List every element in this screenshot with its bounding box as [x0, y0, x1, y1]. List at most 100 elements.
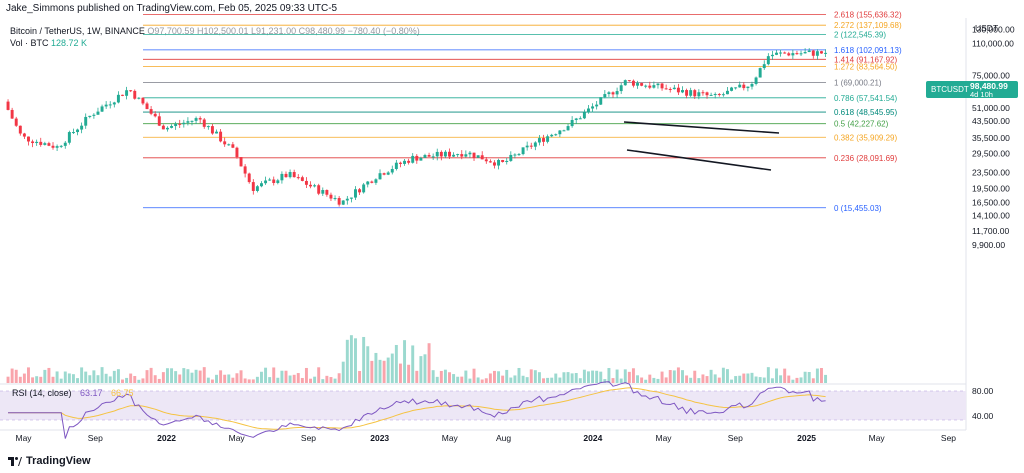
time-axis[interactable]: May Sep 2022 May Sep 2023 May Aug 2024 May Sep 2025…: [15, 433, 956, 443]
volume-bar: [468, 378, 472, 383]
volume-bar: [615, 369, 619, 383]
volume-bar: [689, 377, 693, 383]
candle-body: [112, 102, 116, 105]
volume-bar: [309, 378, 312, 383]
candle-body: [243, 166, 247, 174]
rsi-label: RSI (14, close): [12, 388, 72, 398]
volume-bar: [264, 367, 268, 383]
price-tick: 14,100.00: [972, 210, 1010, 220]
descending-channel[interactable]: [623, 121, 780, 171]
candle-body: [488, 161, 492, 163]
volume-bar: [235, 373, 239, 383]
fibonacci-extension[interactable]: 2.618 (155,636.32)2.272 (137,109.68)2 (1…: [143, 11, 902, 213]
candle-body: [374, 179, 378, 183]
price-axis[interactable]: USDT130,000.00110,000.0075,000.0063,000.…: [972, 23, 1015, 421]
candle-body: [435, 151, 439, 157]
volume-bar: [766, 367, 770, 383]
volume-bar: [754, 376, 758, 383]
price-tick: 75,000.00: [972, 71, 1010, 81]
volume-bar: [125, 377, 129, 383]
volume-bar: [627, 371, 631, 383]
time-tick: 2023: [370, 433, 389, 443]
candle-body: [39, 141, 43, 145]
candle-body: [439, 151, 443, 157]
volume-bar: [145, 370, 149, 383]
time-tick: May: [15, 433, 32, 443]
candle-body: [668, 88, 672, 90]
candle-body: [145, 103, 149, 110]
candle-body: [104, 104, 108, 107]
volume-bar: [599, 371, 603, 383]
rsi-pane[interactable]: [8, 381, 826, 439]
time-tick: Sep: [941, 433, 956, 443]
volume-bar: [725, 369, 729, 383]
volume-bar: [84, 371, 88, 383]
close-value: C98,480.99: [298, 26, 346, 36]
volume-bar: [341, 361, 345, 383]
candle-body: [427, 155, 431, 157]
volume-bar: [423, 354, 427, 383]
volume-bar: [799, 377, 803, 383]
candle-body: [578, 118, 582, 120]
candle-body: [125, 90, 129, 96]
candle-body: [676, 87, 680, 93]
time-tick: Sep: [88, 433, 103, 443]
volume-bar: [448, 372, 451, 383]
time-tick: May: [229, 433, 246, 443]
volume-bar: [562, 372, 566, 383]
candle-body: [321, 190, 325, 194]
candle-body: [141, 97, 145, 104]
volume-bar: [337, 373, 341, 383]
volume-bar: [582, 369, 586, 383]
volume-bar: [247, 379, 251, 383]
candle-body: [775, 52, 778, 55]
volume-bar: [742, 373, 746, 383]
rsi-tick: 40.00: [972, 411, 994, 421]
candle-body: [787, 53, 791, 56]
volume-bar: [198, 370, 202, 383]
candle-body: [492, 162, 496, 166]
channel-upper-line[interactable]: [623, 121, 780, 134]
candle-body: [280, 173, 284, 181]
volume-bar: [701, 374, 705, 383]
volume-bar: [161, 372, 165, 383]
volume-bar: [63, 371, 67, 383]
brand-footer[interactable]: TradingView: [8, 455, 91, 467]
candle-body: [165, 127, 169, 130]
volume-bar: [170, 368, 174, 383]
candle-body: [116, 94, 120, 103]
volume-bar: [386, 357, 390, 383]
candle-body: [304, 180, 308, 185]
volume-bar: [321, 379, 325, 383]
volume-bar: [730, 379, 734, 383]
volume-bar: [566, 372, 570, 383]
candle-body: [791, 53, 795, 56]
candle-body: [501, 159, 505, 163]
channel-lower-line[interactable]: [626, 149, 772, 171]
volume-bar: [472, 368, 476, 383]
volume-bar: [31, 377, 35, 383]
volume-legend: Vol · BTC 128.72 K: [10, 38, 87, 48]
symbol-name[interactable]: Bitcoin / TetherUS, 1W, BINANCE: [10, 26, 145, 36]
candle-body: [382, 173, 386, 175]
tradingview-logo-icon: [8, 456, 22, 466]
volume-bar: [709, 369, 713, 383]
volume-bar: [607, 368, 611, 383]
candle-body: [194, 118, 198, 121]
volume-bar: [570, 373, 574, 383]
candle-body: [509, 154, 513, 161]
candle-body: [705, 92, 709, 96]
candle-body: [546, 136, 550, 142]
volume-bar: [791, 379, 795, 383]
volume-bar: [811, 378, 815, 383]
volume-bars: [6, 335, 828, 383]
candle-body: [607, 92, 611, 95]
volume-bar: [758, 377, 762, 383]
current-price-tag: [926, 81, 1018, 98]
price-tick: 19,500.00: [972, 183, 1010, 193]
volume-bar: [100, 367, 104, 383]
candle-body: [198, 118, 202, 120]
candle-body: [738, 84, 742, 88]
volume-bar: [676, 367, 680, 383]
